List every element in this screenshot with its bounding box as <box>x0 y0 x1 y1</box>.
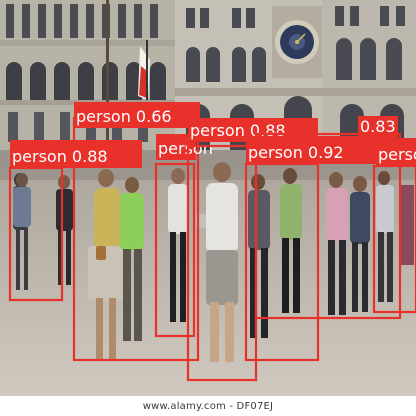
detection-label-tag <box>10 140 142 168</box>
detection-label-text: person 0.66 <box>76 107 172 126</box>
detection-label-tag <box>358 116 398 138</box>
detection-label-text: person 0.88 <box>190 121 286 140</box>
detection-label-text: person 0.9 <box>378 145 416 164</box>
person-detection: person 0.92 <box>244 136 376 362</box>
person-detection: person 0.88 <box>8 140 142 302</box>
crowd <box>13 162 414 362</box>
detection-label-tag <box>74 102 200 128</box>
person-detection: 0.83 <box>254 116 402 320</box>
detection-label-text: person 0.92 <box>248 143 344 162</box>
detection-box <box>254 132 402 320</box>
photo-background <box>0 0 416 396</box>
detection-box <box>154 162 196 338</box>
detection-label-tag <box>246 136 376 164</box>
detection-label-text: person <box>158 139 213 158</box>
person-detection: person 0.66 <box>72 102 200 362</box>
clock-face <box>272 6 322 78</box>
detection-label-text: 0.83 <box>360 117 396 136</box>
credit-bar: www.alamy.com - DF07EJ <box>0 396 416 416</box>
credit-text: www.alamy.com - DF07EJ <box>142 400 274 412</box>
detection-box <box>8 166 64 302</box>
detection-box <box>372 164 416 314</box>
detection-label-tag <box>376 138 416 166</box>
detection-label-text: person 0.88 <box>12 147 108 166</box>
person-detection: person 0.9 <box>372 138 416 314</box>
person-detection: person <box>154 134 213 338</box>
